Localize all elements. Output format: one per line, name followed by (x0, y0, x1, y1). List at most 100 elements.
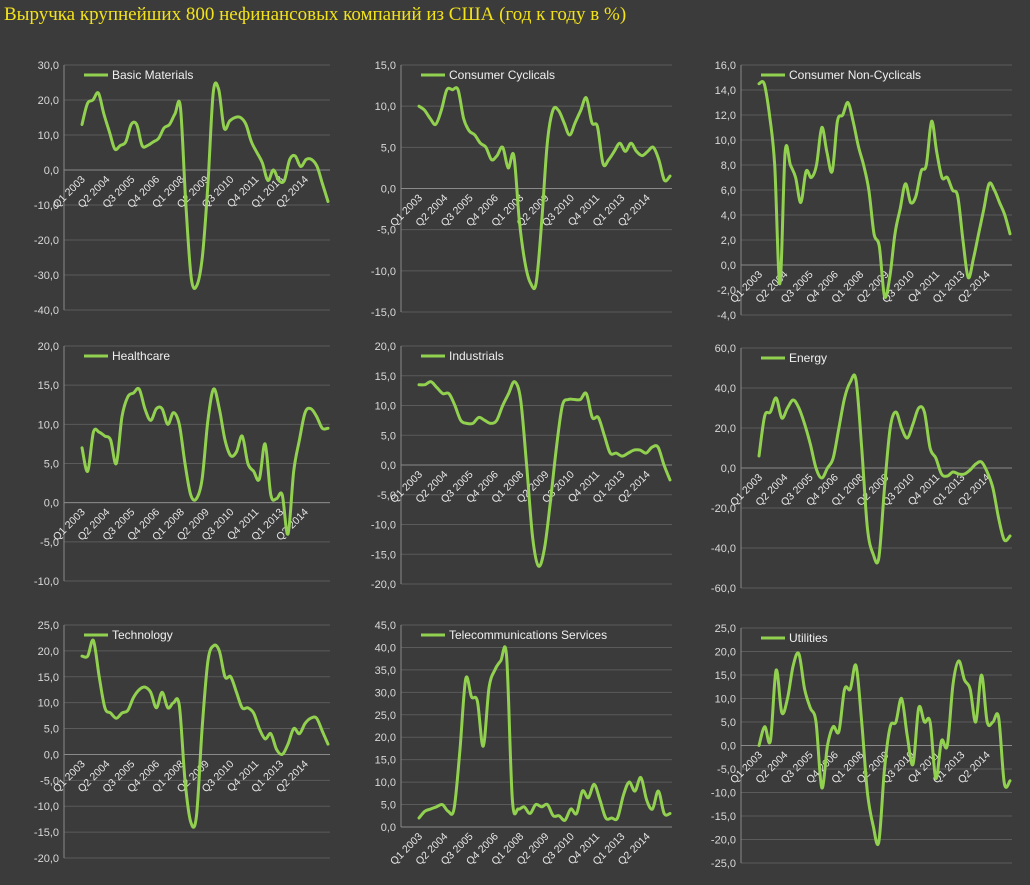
y-tick-label: -60,0 (711, 583, 736, 595)
y-tick-label: 15,0 (38, 380, 59, 392)
series-line (757, 79, 1012, 299)
y-tick-label: -40,0 (711, 543, 736, 555)
y-tick-label: 40,0 (715, 383, 736, 395)
legend-label: Energy (789, 351, 827, 365)
y-tick-label: 8,0 (721, 160, 736, 172)
legend-label: Utilities (789, 631, 828, 645)
y-tick-label: 60,0 (715, 343, 736, 355)
y-tick-label: 10,0 (715, 694, 736, 706)
y-tick-label: -5,0 (40, 537, 59, 549)
y-tick-label: 15,0 (715, 670, 736, 682)
series-line (757, 651, 1012, 846)
y-tick-label: -10,0 (34, 576, 59, 588)
y-tick-label: 10,0 (38, 130, 59, 142)
y-tick-label: -5,0 (377, 490, 396, 502)
y-tick-label: 14,0 (715, 85, 736, 97)
chart-panel-1: 30,020,010,00,0-10,0-20,0-30,0-40,0Q1 20… (34, 60, 330, 317)
chart-panel-7: 25,0 20,0 15,0 10,0 5,0 0,0 -5,0 -10,0 -15,0 -20,… (34, 620, 330, 865)
legend-label: Telecommunications Services (449, 628, 607, 642)
y-tick-label: 25,0 (38, 620, 59, 632)
series-line (80, 386, 330, 536)
page-title: Выручка крупнейших 800 нефинансовых комп… (4, 4, 627, 25)
legend-label: Industrials (449, 349, 504, 363)
y-tick-label: -10,0 (34, 200, 59, 212)
y-tick-label: -5,0 (717, 764, 736, 776)
series-line (80, 638, 330, 829)
y-tick-label: 5,0 (721, 717, 736, 729)
y-tick-label: 0,0 (381, 822, 396, 834)
y-tick-label: 15,0 (375, 371, 396, 383)
y-tick-label: 10,0 (375, 101, 396, 113)
y-tick-label: 16,0 (715, 60, 736, 72)
y-tick-label: 20,0 (38, 341, 59, 353)
y-tick-label: 10,0 (715, 135, 736, 147)
y-tick-label: 0,0 (721, 463, 736, 475)
y-tick-label: 5,0 (44, 459, 59, 471)
y-tick-label: 0,0 (721, 741, 736, 753)
y-tick-label: 20,0 (375, 732, 396, 744)
series-line (417, 380, 672, 568)
y-tick-label: 30,0 (38, 60, 59, 72)
chart-panel-8: 45,040,035,030,025,020,015,010,05,00,0Q1… (375, 620, 672, 868)
series-line (757, 373, 1012, 565)
y-tick-label: 4,0 (721, 210, 736, 222)
legend-label: Basic Materials (112, 68, 193, 82)
y-tick-label: -20,0 (34, 853, 59, 865)
y-tick-label: 45,0 (375, 620, 396, 632)
legend-label: Consumer Cyclicals (449, 68, 555, 82)
y-tick-label: -4,0 (717, 310, 736, 322)
y-tick-label: -15,0 (371, 307, 396, 319)
series-line (417, 645, 672, 822)
y-tick-label: -15,0 (34, 827, 59, 839)
y-tick-label: -5,0 (40, 775, 59, 787)
y-tick-label: 35,0 (375, 665, 396, 677)
y-tick-label: 5,0 (381, 430, 396, 442)
y-tick-label: -10,0 (711, 788, 736, 800)
y-tick-label: 20,0 (38, 646, 59, 658)
y-tick-label: 10,0 (38, 698, 59, 710)
series-line (80, 81, 330, 290)
y-tick-label: 0,0 (44, 165, 59, 177)
y-tick-label: 15,0 (38, 672, 59, 684)
y-tick-label: 0,0 (381, 460, 396, 472)
y-tick-label: 30,0 (375, 687, 396, 699)
y-tick-label: -30,0 (34, 270, 59, 282)
y-tick-label: -10,0 (34, 801, 59, 813)
y-tick-label: 20,0 (715, 423, 736, 435)
y-tick-label: 20,0 (375, 341, 396, 353)
y-tick-label: 15,0 (375, 755, 396, 767)
series-line (417, 86, 672, 291)
y-tick-label: 10,0 (375, 777, 396, 789)
y-tick-label: 5,0 (381, 800, 396, 812)
y-tick-label: -40,0 (34, 305, 59, 317)
chart-panel-9: 25,0 20,0 15,0 10,0 5,0 0,0 -5,0 -10,0 -15,0 -20,… (711, 623, 1012, 870)
y-tick-label: 20,0 (38, 95, 59, 107)
y-tick-label: 0,0 (44, 749, 59, 761)
y-tick-label: -15,0 (711, 811, 736, 823)
chart-panel-3: 16,014,012,010,08,06,04,02,00,0-2,0-4,0Q… (715, 60, 1012, 322)
y-tick-label: -20,0 (34, 235, 59, 247)
y-tick-label: 15,0 (375, 60, 396, 72)
y-tick-label: -2,0 (717, 285, 736, 297)
y-tick-label: -15,0 (371, 549, 396, 561)
y-tick-label: 20,0 (715, 647, 736, 659)
y-tick-label: -10,0 (371, 520, 396, 532)
legend-label: Technology (112, 628, 173, 642)
chart-panel-5: 20,015,010,05,00,0-5,0-10,0-15,0-20,0Q1 … (371, 341, 672, 591)
y-tick-label: -20,0 (711, 835, 736, 847)
y-tick-label: -20,0 (711, 503, 736, 515)
y-tick-label: 5,0 (44, 724, 59, 736)
chart-panel-6: 60,040,020,00,0-20,0-40,0-60,0Q1 2003Q2 … (711, 343, 1012, 595)
legend-label: Healthcare (112, 349, 170, 363)
legend-label: Consumer Non-Cyclicals (789, 68, 921, 82)
y-tick-label: -20,0 (371, 579, 396, 591)
y-tick-label: 25,0 (715, 623, 736, 635)
y-tick-label: 5,0 (381, 142, 396, 154)
y-tick-label: 10,0 (38, 419, 59, 431)
y-tick-label: -5,0 (377, 225, 396, 237)
y-tick-label: 6,0 (721, 185, 736, 197)
y-tick-label: 10,0 (375, 401, 396, 413)
